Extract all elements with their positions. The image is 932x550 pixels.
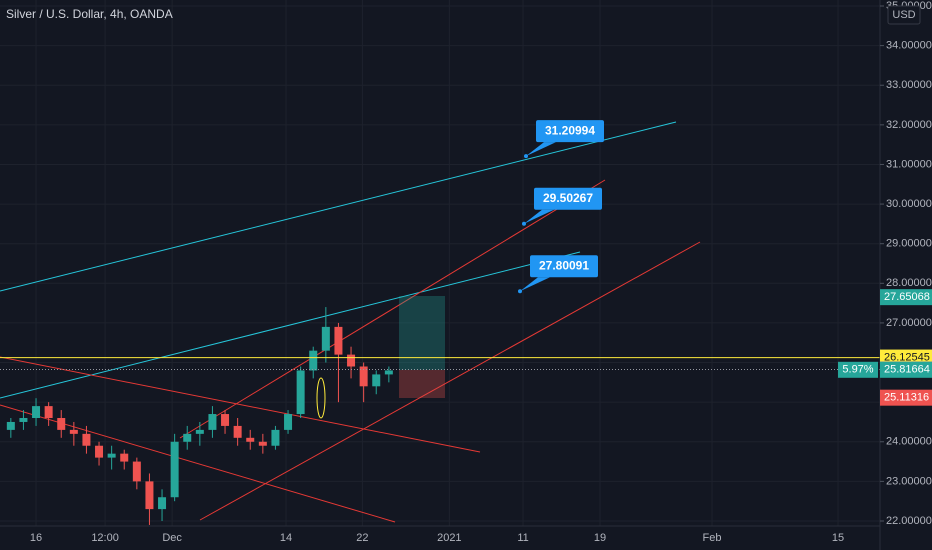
candle-body [6, 421, 15, 430]
y-tick-label: 33.00000 [886, 79, 932, 91]
callout-anchor [518, 289, 522, 294]
price-label-box [880, 361, 932, 378]
candle-body [170, 441, 179, 498]
callout-label: 31.20994 [545, 123, 595, 137]
currency: USD [892, 9, 915, 21]
candle-body [296, 370, 305, 415]
callout-box [530, 255, 598, 278]
profit-zone [399, 296, 445, 370]
candle-body [347, 354, 356, 367]
chart-title: Silver / U.S. Dollar, 4h, OANDA [6, 7, 173, 21]
candle-body [57, 418, 66, 430]
candle-body [32, 406, 41, 418]
y-tick-label: 24.00000 [886, 436, 932, 448]
candle-body [271, 429, 280, 446]
callout-label: 27.80091 [539, 258, 589, 272]
price-label: 25.81664 [884, 364, 930, 376]
price-label: 25.11316 [884, 392, 929, 404]
trend-line [199, 241, 701, 521]
callout-anchor [524, 154, 528, 159]
candle-body [82, 433, 91, 446]
y-tick-label: 22.00000 [886, 515, 932, 527]
y-tick-label: 29.00000 [886, 238, 932, 250]
trend-line [0, 356, 481, 453]
x-tick-label: 19 [594, 532, 606, 544]
trend-line [0, 404, 396, 523]
candle-body [359, 366, 368, 387]
candle-body [334, 326, 343, 355]
candle-body [44, 406, 53, 418]
y-tick-label: 23.00000 [886, 475, 932, 487]
currency-box [887, 5, 921, 25]
callout-anchor [522, 221, 526, 226]
candle-body [221, 414, 230, 426]
candle-body [183, 433, 192, 442]
price-label-box [880, 389, 932, 406]
candle-body [321, 326, 330, 351]
y-tick-label: 32.00000 [886, 119, 932, 131]
x-tick-label: 22 [356, 532, 368, 544]
callout-pointer [524, 209, 554, 224]
candle-body [145, 481, 154, 510]
candle-body [120, 453, 129, 462]
trend-line [179, 179, 606, 439]
y-tick-label: 31.00000 [886, 158, 932, 170]
callout-box [536, 120, 604, 143]
y-tick-label: 34.00000 [886, 40, 932, 52]
x-tick-label: 12:00 [91, 532, 119, 544]
candle-body [384, 370, 393, 375]
candle-body [284, 414, 293, 430]
price-label: 27.65068 [884, 291, 930, 303]
x-tick-label: Dec [162, 532, 182, 544]
candle-body [69, 429, 78, 434]
change-label: 5.97% [842, 364, 873, 376]
y-tick-label: 27.00000 [886, 317, 932, 329]
price-label: 26.12545 [884, 351, 930, 363]
candle-body [233, 425, 242, 438]
x-tick-label: 2021 [437, 532, 461, 544]
plot: 31.20994 29.50267 27.80091 [0, 120, 880, 525]
highlight [316, 377, 326, 419]
callout-label: 29.50267 [543, 191, 593, 205]
loss-zone [399, 370, 445, 398]
candle-body [195, 429, 204, 434]
trend-line [0, 251, 581, 399]
x-tick-label: 14 [280, 532, 292, 544]
x-tick-label: Feb [703, 532, 722, 544]
candle-body [132, 461, 141, 482]
x-tick-label: 15 [832, 532, 844, 544]
candle-body [372, 374, 381, 387]
y-tick-label: 30.00000 [886, 198, 932, 210]
x-tick-label: 16 [30, 532, 42, 544]
callout-pointer [526, 142, 556, 157]
candle-body [258, 441, 267, 446]
x-tick-label: 11 [517, 532, 528, 544]
candle-body [95, 445, 104, 458]
candle-body [246, 437, 255, 442]
callout-box [534, 187, 602, 210]
price-label-box [880, 289, 932, 306]
candle-body [309, 350, 318, 371]
y-tick-label: 28.00000 [886, 277, 932, 289]
candle-body [208, 414, 217, 430]
grid [0, 0, 880, 526]
change-box [838, 361, 878, 378]
candle-body [158, 497, 167, 510]
candle-body [19, 418, 28, 422]
callout-pointer [520, 277, 550, 292]
candle-body [107, 453, 116, 458]
trend-line [0, 121, 677, 292]
